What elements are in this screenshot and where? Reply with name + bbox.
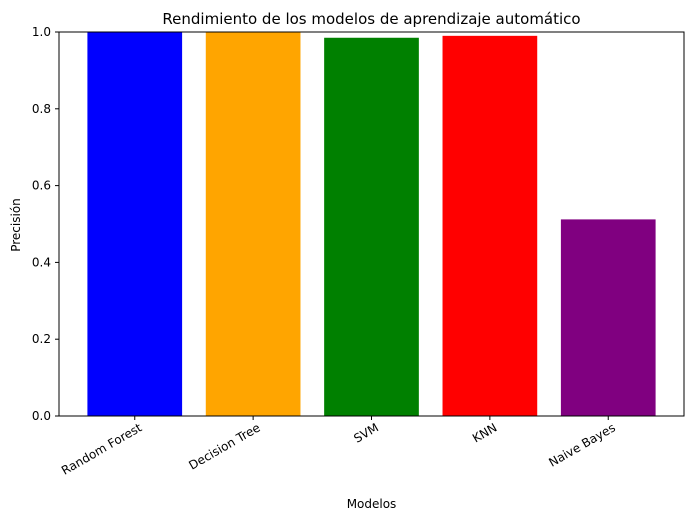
bar-naive-bayes: [561, 219, 656, 416]
y-tick-label: 1.0: [32, 25, 51, 39]
bar-knn: [443, 36, 538, 416]
bar-random-forest: [87, 32, 182, 416]
bar-decision-tree: [206, 32, 301, 416]
y-axis-label: Precisión: [9, 198, 23, 252]
y-tick-label: 0.4: [32, 255, 51, 269]
y-tick-label: 0.2: [32, 332, 51, 346]
y-tick-label: 0.8: [32, 102, 51, 116]
chart-title: Rendimiento de los modelos de aprendizaj…: [162, 10, 580, 28]
bar-svm: [324, 38, 419, 416]
y-tick-label: 0.6: [32, 179, 51, 193]
x-axis-label: Modelos: [347, 497, 397, 511]
y-tick-label: 0.0: [32, 409, 51, 423]
